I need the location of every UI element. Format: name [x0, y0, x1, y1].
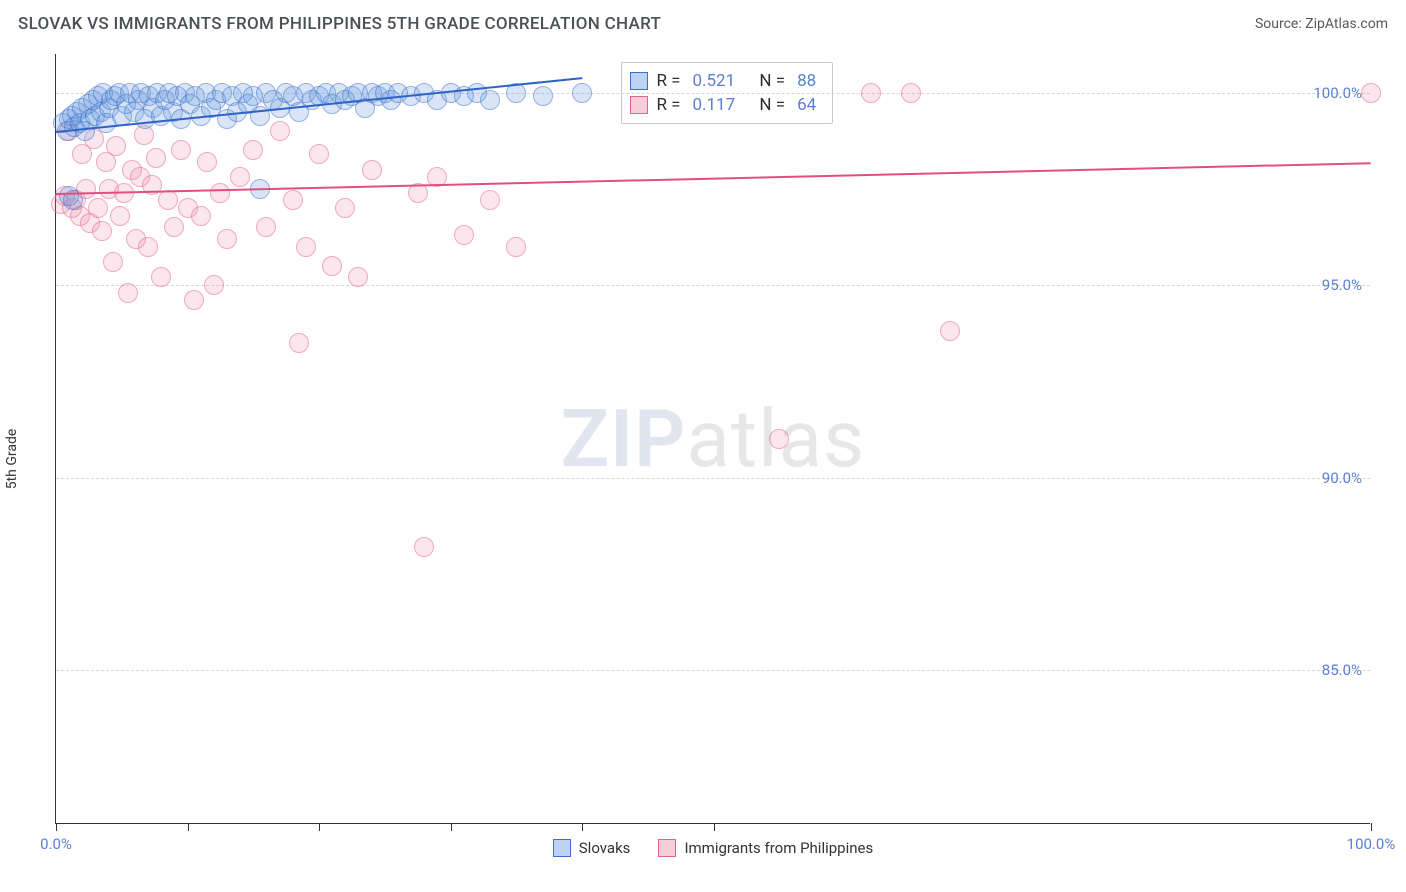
philippines-point — [454, 225, 474, 245]
stats-row-philippines: R = 0.117 N = 64 — [630, 93, 820, 117]
philippines-point — [335, 198, 355, 218]
stats-n-value-a: 88 — [797, 71, 816, 91]
x-tick — [56, 823, 57, 831]
philippines-point — [414, 537, 434, 557]
philippines-point — [256, 217, 276, 237]
philippines-point — [283, 190, 303, 210]
slovaks-point — [533, 86, 553, 106]
philippines-point — [146, 148, 166, 168]
philippines-point — [106, 136, 126, 156]
gridline-h — [56, 478, 1370, 479]
philippines-point — [289, 333, 309, 353]
stats-r-label-a: R = — [656, 71, 680, 91]
stats-row-slovaks: R = 0.521 N = 88 — [630, 69, 820, 93]
slovaks-point — [480, 90, 500, 110]
watermark-zip: ZIP — [561, 392, 687, 486]
x-tick — [451, 823, 452, 831]
y-tick-label: 100.0% — [1313, 84, 1362, 102]
stats-n-label-b: N = — [759, 95, 785, 115]
x-tick-label: 100.0% — [1347, 835, 1396, 853]
philippines-point — [322, 256, 342, 276]
philippines-point — [197, 152, 217, 172]
legend-label-philippines: Immigrants from Philippines — [684, 839, 873, 857]
x-tick — [319, 823, 320, 831]
x-tick — [582, 823, 583, 831]
plot-region: ZIPatlas Slovaks Immigrants from Philipp… — [55, 54, 1370, 824]
philippines-point — [210, 183, 230, 203]
philippines-point — [506, 237, 526, 257]
source-credit: Source: ZipAtlas.com — [1255, 16, 1388, 32]
philippines-point — [230, 167, 250, 187]
philippines-point — [480, 190, 500, 210]
philippines-point — [362, 160, 382, 180]
philippines-point — [138, 237, 158, 257]
philippines-point — [309, 144, 329, 164]
philippines-point — [270, 121, 290, 141]
philippines-point — [861, 83, 881, 103]
source-label: Source: — [1255, 16, 1302, 32]
philippines-point — [940, 321, 960, 341]
x-tick — [188, 823, 189, 831]
stats-swatch-philippines — [630, 96, 648, 114]
philippines-point — [92, 221, 112, 241]
philippines-point — [184, 290, 204, 310]
stats-r-value-b: 0.117 — [692, 95, 735, 115]
legend-swatch-philippines — [658, 839, 676, 857]
philippines-point — [110, 206, 130, 226]
legend-item-slovaks: Slovaks — [553, 839, 631, 857]
gridline-h — [56, 285, 1370, 286]
philippines-point — [191, 206, 211, 226]
philippines-point — [103, 252, 123, 272]
philippines-point — [118, 283, 138, 303]
chart-title: SLOVAK VS IMMIGRANTS FROM PHILIPPINES 5T… — [18, 14, 661, 34]
philippines-point — [88, 198, 108, 218]
y-tick-label: 95.0% — [1322, 276, 1362, 294]
y-tick-label: 90.0% — [1322, 469, 1362, 487]
chart-header: SLOVAK VS IMMIGRANTS FROM PHILIPPINES 5T… — [0, 0, 1406, 44]
chart-area: 5th Grade ZIPatlas Slovaks Immigrants fr… — [0, 44, 1406, 874]
y-axis-label: 5th Grade — [4, 429, 20, 490]
slovaks-point — [572, 83, 592, 103]
philippines-point — [1361, 83, 1381, 103]
x-tick — [714, 823, 715, 831]
philippines-point — [164, 217, 184, 237]
legend-label-slovaks: Slovaks — [579, 839, 631, 857]
philippines-point — [769, 429, 789, 449]
philippines-point — [151, 267, 171, 287]
philippines-point — [901, 83, 921, 103]
philippines-point — [204, 275, 224, 295]
philippines-point — [296, 237, 316, 257]
stats-r-value-a: 0.521 — [692, 71, 735, 91]
philippines-point — [158, 190, 178, 210]
x-tick-label: 0.0% — [40, 835, 72, 853]
philippines-point — [348, 267, 368, 287]
stats-swatch-slovaks — [630, 72, 648, 90]
philippines-point — [217, 229, 237, 249]
stats-r-label-b: R = — [656, 95, 680, 115]
stats-n-label-a: N = — [759, 71, 785, 91]
philippines-trendline — [56, 162, 1371, 195]
gridline-h — [56, 670, 1370, 671]
x-tick — [1371, 823, 1372, 831]
philippines-point — [243, 140, 263, 160]
stats-n-value-b: 64 — [797, 95, 816, 115]
philippines-point — [171, 140, 191, 160]
legend-swatch-slovaks — [553, 839, 571, 857]
source-link[interactable]: ZipAtlas.com — [1305, 16, 1388, 32]
bottom-legend: Slovaks Immigrants from Philippines — [56, 839, 1370, 857]
legend-item-philippines: Immigrants from Philippines — [658, 839, 873, 857]
y-tick-label: 85.0% — [1322, 661, 1362, 679]
watermark: ZIPatlas — [561, 392, 866, 486]
